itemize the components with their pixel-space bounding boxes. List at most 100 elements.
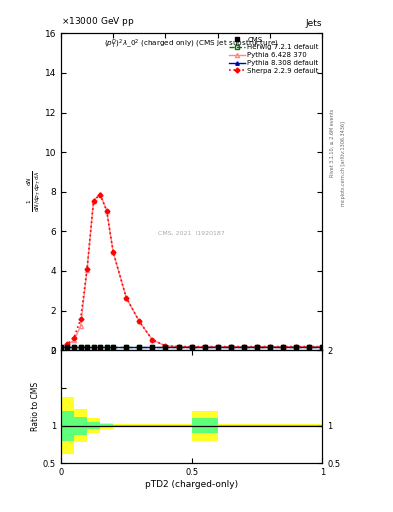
Pythia 6.428 370 <box>85 267 90 273</box>
Pythia 6.428 370 <box>176 344 181 350</box>
Sherpa 2.2.9 default <box>202 344 207 350</box>
Herwig 7.2.1 default <box>281 344 285 350</box>
Text: mcplots.cern.ch [arXiv:1306.3436]: mcplots.cern.ch [arXiv:1306.3436] <box>342 121 346 206</box>
Sherpa 2.2.9 default <box>111 249 116 255</box>
Pythia 6.428 370 <box>228 344 233 350</box>
Pythia 8.308 default <box>111 344 116 350</box>
Sherpa 2.2.9 default <box>137 318 142 325</box>
Sherpa 2.2.9 default <box>85 266 90 272</box>
Pythia 8.308 default <box>78 344 83 350</box>
Pythia 6.428 370 <box>294 344 299 350</box>
Sherpa 2.2.9 default <box>91 198 96 204</box>
Sherpa 2.2.9 default <box>215 344 220 350</box>
Pythia 6.428 370 <box>150 337 155 343</box>
Pythia 8.308 default <box>255 344 259 350</box>
Herwig 7.2.1 default <box>163 344 168 350</box>
Pythia 6.428 370 <box>78 324 83 330</box>
Pythia 6.428 370 <box>281 344 285 350</box>
CMS <box>189 344 194 350</box>
Pythia 6.428 370 <box>215 344 220 350</box>
CMS <box>124 344 129 350</box>
Pythia 6.428 370 <box>111 249 116 255</box>
Herwig 7.2.1 default <box>137 344 142 350</box>
Herwig 7.2.1 default <box>255 344 259 350</box>
CMS <box>91 344 96 350</box>
Herwig 7.2.1 default <box>176 344 181 350</box>
Pythia 8.308 default <box>202 344 207 350</box>
Sherpa 2.2.9 default <box>281 344 285 350</box>
Sherpa 2.2.9 default <box>294 344 299 350</box>
Sherpa 2.2.9 default <box>59 344 63 350</box>
X-axis label: pTD2 (charged-only): pTD2 (charged-only) <box>145 480 238 489</box>
Pythia 8.308 default <box>268 344 272 350</box>
CMS <box>202 344 207 350</box>
Pythia 8.308 default <box>281 344 285 350</box>
Pythia 8.308 default <box>85 344 90 350</box>
Pythia 6.428 370 <box>241 344 246 350</box>
Herwig 7.2.1 default <box>228 344 233 350</box>
Text: CMS, 2021  I1920187: CMS, 2021 I1920187 <box>158 230 225 236</box>
Pythia 8.308 default <box>163 344 168 350</box>
Pythia 8.308 default <box>189 344 194 350</box>
CMS <box>320 344 325 350</box>
Pythia 6.428 370 <box>307 344 312 350</box>
Sherpa 2.2.9 default <box>163 343 168 349</box>
Herwig 7.2.1 default <box>78 344 83 350</box>
Sherpa 2.2.9 default <box>124 294 129 301</box>
Herwig 7.2.1 default <box>98 344 103 350</box>
CMS <box>137 344 142 350</box>
Sherpa 2.2.9 default <box>255 344 259 350</box>
Herwig 7.2.1 default <box>91 344 96 350</box>
Pythia 8.308 default <box>124 344 129 350</box>
Pythia 8.308 default <box>137 344 142 350</box>
CMS <box>163 344 168 350</box>
Herwig 7.2.1 default <box>189 344 194 350</box>
Pythia 8.308 default <box>228 344 233 350</box>
CMS <box>78 344 83 350</box>
Herwig 7.2.1 default <box>320 344 325 350</box>
Legend: CMS, Herwig 7.2.1 default, Pythia 6.428 370, Pythia 8.308 default, Sherpa 2.2.9 : CMS, Herwig 7.2.1 default, Pythia 6.428 … <box>228 35 320 75</box>
CMS <box>255 344 259 350</box>
Pythia 6.428 370 <box>104 207 109 214</box>
Pythia 8.308 default <box>59 344 63 350</box>
Text: Jets: Jets <box>306 19 322 28</box>
CMS <box>104 344 109 350</box>
CMS <box>65 344 70 350</box>
CMS <box>268 344 272 350</box>
CMS <box>215 344 220 350</box>
Pythia 8.308 default <box>176 344 181 350</box>
Pythia 6.428 370 <box>189 344 194 350</box>
Line: Sherpa 2.2.9 default: Sherpa 2.2.9 default <box>59 193 324 348</box>
Pythia 8.308 default <box>91 344 96 350</box>
CMS <box>294 344 299 350</box>
Herwig 7.2.1 default <box>150 344 155 350</box>
Text: Rivet 3.1.10, ≥ 2.6M events: Rivet 3.1.10, ≥ 2.6M events <box>330 109 334 178</box>
Herwig 7.2.1 default <box>241 344 246 350</box>
Pythia 6.428 370 <box>98 190 103 197</box>
CMS <box>72 344 76 350</box>
Herwig 7.2.1 default <box>85 344 90 350</box>
Sherpa 2.2.9 default <box>228 344 233 350</box>
CMS <box>85 344 90 350</box>
Pythia 8.308 default <box>104 344 109 350</box>
Line: Herwig 7.2.1 default: Herwig 7.2.1 default <box>59 345 324 348</box>
Sherpa 2.2.9 default <box>307 344 312 350</box>
Line: Pythia 6.428 370: Pythia 6.428 370 <box>59 191 324 349</box>
Pythia 8.308 default <box>215 344 220 350</box>
CMS <box>111 344 116 350</box>
Pythia 8.308 default <box>65 344 70 350</box>
Pythia 6.428 370 <box>320 344 325 350</box>
Sherpa 2.2.9 default <box>176 344 181 350</box>
Line: CMS: CMS <box>59 345 324 348</box>
Sherpa 2.2.9 default <box>268 344 272 350</box>
Herwig 7.2.1 default <box>59 344 63 350</box>
Pythia 6.428 370 <box>268 344 272 350</box>
Y-axis label: Ratio to CMS: Ratio to CMS <box>31 382 40 431</box>
Sherpa 2.2.9 default <box>320 344 325 350</box>
CMS <box>241 344 246 350</box>
Pythia 8.308 default <box>72 344 76 350</box>
Pythia 6.428 370 <box>91 198 96 204</box>
Sherpa 2.2.9 default <box>241 344 246 350</box>
Sherpa 2.2.9 default <box>104 207 109 214</box>
Pythia 8.308 default <box>98 344 103 350</box>
